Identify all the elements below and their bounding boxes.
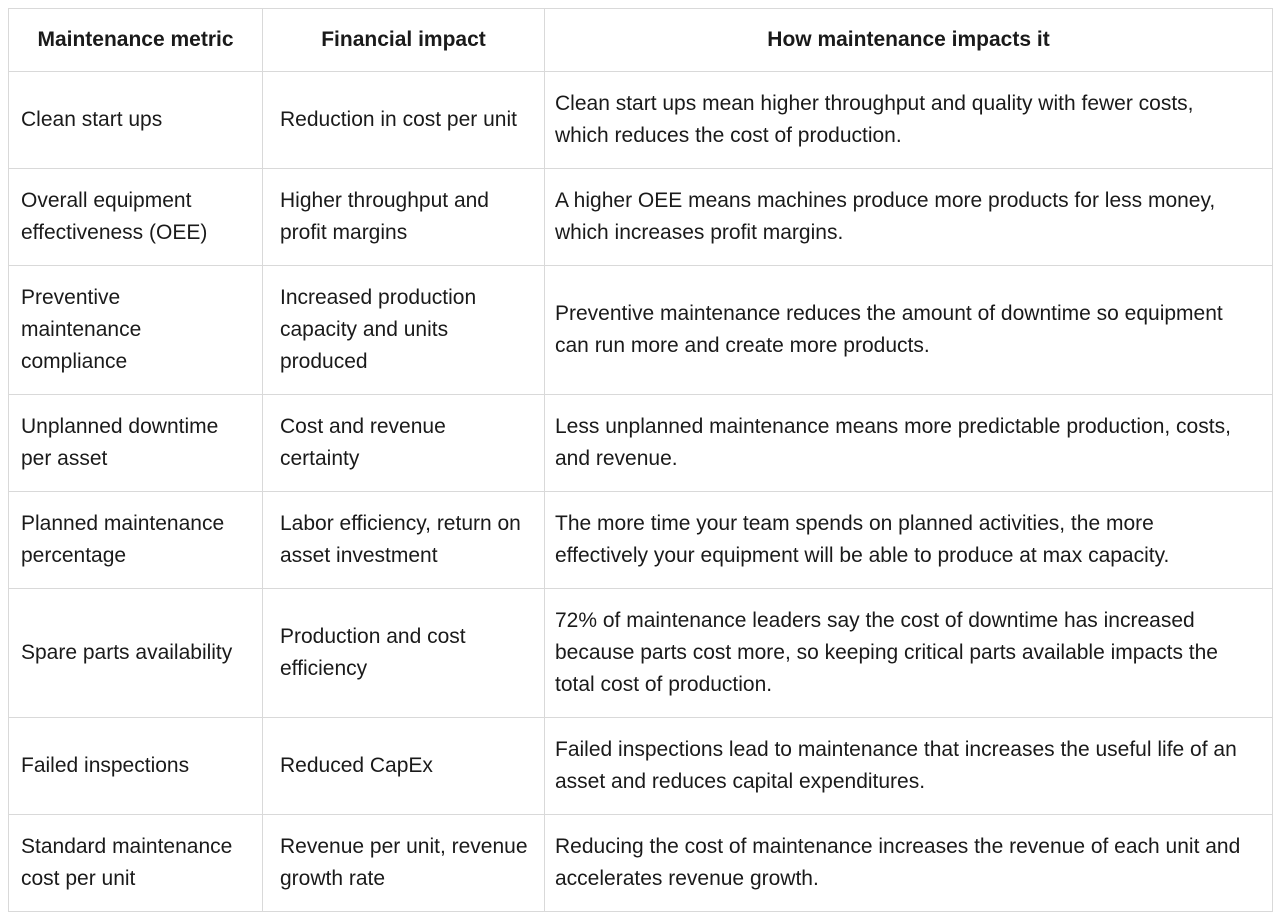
description-text: 72% of maintenance leaders say the cost …: [555, 609, 1218, 696]
table-row: Failed inspections Reduced CapEx Failed …: [8, 717, 1273, 815]
impact-text: Revenue per unit, revenue growth rate: [280, 835, 528, 890]
metric-cell: Standard maintenance cost per unit: [8, 814, 263, 912]
table-row: Planned maintenance percentage Labor eff…: [8, 491, 1273, 589]
description-cell: Failed inspections lead to maintenance t…: [544, 717, 1273, 815]
impact-cell: Increased production capacity and units …: [262, 265, 545, 395]
description-text: Less unplanned maintenance means more pr…: [555, 415, 1231, 470]
metric-cell: Failed inspections: [8, 717, 263, 815]
description-cell: 72% of maintenance leaders say the cost …: [544, 588, 1273, 718]
metric-text: Unplanned downtime per asset: [21, 415, 219, 470]
metric-cell: Clean start ups: [8, 71, 263, 169]
metric-text: Spare parts availability: [21, 641, 233, 664]
metric-cell: Overall equipment effectiveness (OEE): [8, 168, 263, 266]
impact-text: Reduction in cost per unit: [280, 108, 517, 131]
description-text: Failed inspections lead to maintenance t…: [555, 738, 1237, 793]
maintenance-metrics-table: Maintenance metric Financial impact How …: [8, 8, 1273, 912]
impact-cell: Reduction in cost per unit: [262, 71, 545, 169]
impact-cell: Reduced CapEx: [262, 717, 545, 815]
metric-cell: Spare parts availability: [8, 588, 263, 718]
metric-text: Failed inspections: [21, 754, 190, 777]
impact-cell: Cost and revenue certainty: [262, 394, 545, 492]
column-header-financial-impact: Financial impact: [262, 8, 545, 72]
description-cell: Clean start ups mean higher throughput a…: [544, 71, 1273, 169]
description-text: Clean start ups mean higher throughput a…: [555, 92, 1194, 147]
impact-cell: Higher throughput and profit margins: [262, 168, 545, 266]
table-row: Preventive maintenance compliance Increa…: [8, 265, 1273, 395]
description-text: The more time your team spends on planne…: [555, 512, 1170, 567]
description-cell: The more time your team spends on planne…: [544, 491, 1273, 589]
metric-cell: Planned maintenance percentage: [8, 491, 263, 589]
table-row: Clean start ups Reduction in cost per un…: [8, 71, 1273, 169]
metric-text: Standard maintenance cost per unit: [21, 835, 233, 890]
column-header-maintenance-metric: Maintenance metric: [8, 8, 263, 72]
description-cell: Reducing the cost of maintenance increas…: [544, 814, 1273, 912]
table-row: Standard maintenance cost per unit Reven…: [8, 814, 1273, 912]
impact-cell: Production and cost efficiency: [262, 588, 545, 718]
header-row: Maintenance metric Financial impact How …: [8, 8, 1273, 72]
column-header-how-maintenance-impacts-it: How maintenance impacts it: [544, 8, 1273, 72]
impact-text: Production and cost efficiency: [280, 625, 466, 680]
description-text: A higher OEE means machines produce more…: [555, 189, 1216, 244]
impact-cell: Revenue per unit, revenue growth rate: [262, 814, 545, 912]
table-row: Spare parts availability Production and …: [8, 588, 1273, 718]
metric-text: Clean start ups: [21, 108, 163, 131]
table-row: Overall equipment effectiveness (OEE) Hi…: [8, 168, 1273, 266]
metric-text: Overall equipment effectiveness (OEE): [21, 189, 208, 244]
metric-cell: Preventive maintenance compliance: [8, 265, 263, 395]
description-cell: Less unplanned maintenance means more pr…: [544, 394, 1273, 492]
metric-text: Planned maintenance percentage: [21, 512, 225, 567]
impact-text: Cost and revenue certainty: [280, 415, 446, 470]
description-cell: A higher OEE means machines produce more…: [544, 168, 1273, 266]
description-text: Preventive maintenance reduces the amoun…: [555, 302, 1223, 357]
impact-text: Reduced CapEx: [280, 754, 433, 777]
description-cell: Preventive maintenance reduces the amoun…: [544, 265, 1273, 395]
impact-cell: Labor efficiency, return on asset invest…: [262, 491, 545, 589]
table-row: Unplanned downtime per asset Cost and re…: [8, 394, 1273, 492]
description-text: Reducing the cost of maintenance increas…: [555, 835, 1241, 890]
impact-text: Increased production capacity and units …: [280, 286, 477, 373]
impact-text: Labor efficiency, return on asset invest…: [280, 512, 521, 567]
impact-text: Higher throughput and profit margins: [280, 189, 489, 244]
metric-text: Preventive maintenance compliance: [21, 286, 142, 373]
metric-cell: Unplanned downtime per asset: [8, 394, 263, 492]
